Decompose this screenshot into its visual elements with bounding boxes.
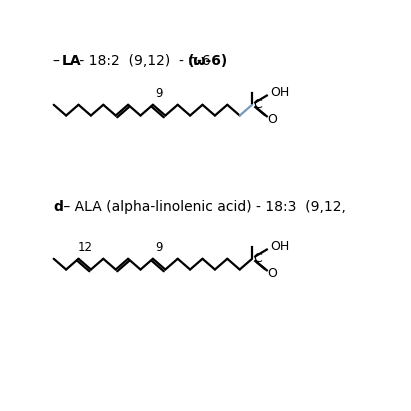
Text: LA: LA [62,54,82,68]
Text: O: O [268,267,277,280]
Text: 12: 12 [77,241,92,254]
Text: O: O [268,113,277,126]
Text: 9: 9 [155,87,163,100]
Text: - 18:2  (9,12)  - n-6: - 18:2 (9,12) - n-6 [75,54,219,68]
Text: 9: 9 [155,241,163,254]
Text: OH: OH [270,86,289,99]
Text: (ω-6): (ω-6) [188,54,228,68]
Text: d: d [53,200,63,214]
Text: – ALA (alpha-linolenic acid) - 18:3  (9,12,: – ALA (alpha-linolenic acid) - 18:3 (9,1… [59,200,346,214]
Text: OH: OH [270,240,289,253]
Text: –: – [53,54,64,68]
Text: C: C [253,252,262,265]
Text: C: C [253,98,262,111]
